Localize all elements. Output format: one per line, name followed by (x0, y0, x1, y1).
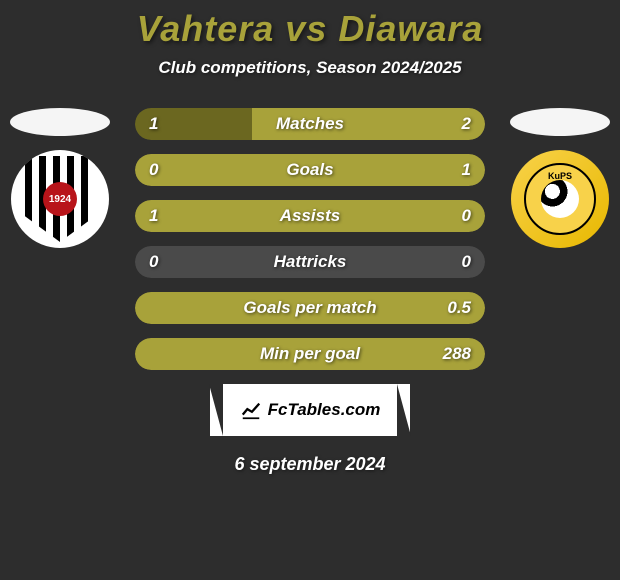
football-icon (541, 180, 579, 218)
stat-value-right: 0 (462, 200, 471, 232)
infographic-container: Vahtera vs Diawara Club competitions, Se… (0, 0, 620, 580)
vps-shield-icon: 1924 (25, 156, 95, 242)
chart-icon (240, 399, 262, 421)
club-badge-right: KuPS (511, 150, 609, 248)
stat-row: Goals0 1 (135, 154, 485, 186)
stat-value-left: 1 (149, 108, 158, 140)
stat-row: Min per goal288 (135, 338, 485, 370)
player-right-column: KuPS (510, 108, 610, 248)
stat-value-right: 1 (462, 154, 471, 186)
stat-row: Assists1 0 (135, 200, 485, 232)
stat-row: Goals per match0.5 (135, 292, 485, 324)
stat-label: Matches (135, 108, 485, 140)
stat-label: Hattricks (135, 246, 485, 278)
player-left-column: 1924 (10, 108, 110, 248)
stat-value-left: 1 (149, 200, 158, 232)
stat-row: Matches1 2 (135, 108, 485, 140)
date-label: 6 september 2024 (0, 454, 620, 475)
branding-badge: FcTables.com (210, 384, 410, 436)
page-title: Vahtera vs Diawara (0, 8, 620, 50)
kups-badge-icon: KuPS (524, 163, 596, 235)
main-area: 1924 KuPS Matches12Goals01Assists10Hattr… (0, 108, 620, 370)
stat-row: Hattricks0 0 (135, 246, 485, 278)
stat-label: Assists (135, 200, 485, 232)
stat-value-right: 0.5 (447, 292, 471, 324)
player-right-avatar (510, 108, 610, 136)
stat-value-right: 0 (462, 246, 471, 278)
stat-value-right: 2 (462, 108, 471, 140)
club-left-year: 1924 (43, 182, 77, 216)
stat-bars: Matches12Goals01Assists10Hattricks00Goal… (135, 108, 485, 370)
branding-text: FcTables.com (268, 400, 381, 420)
stat-label: Min per goal (135, 338, 485, 370)
stat-label: Goals per match (135, 292, 485, 324)
page-subtitle: Club competitions, Season 2024/2025 (0, 58, 620, 78)
stat-label: Goals (135, 154, 485, 186)
stat-value-left: 0 (149, 246, 158, 278)
player-left-avatar (10, 108, 110, 136)
stat-value-left: 0 (149, 154, 158, 186)
stat-value-right: 288 (443, 338, 471, 370)
club-badge-left: 1924 (11, 150, 109, 248)
